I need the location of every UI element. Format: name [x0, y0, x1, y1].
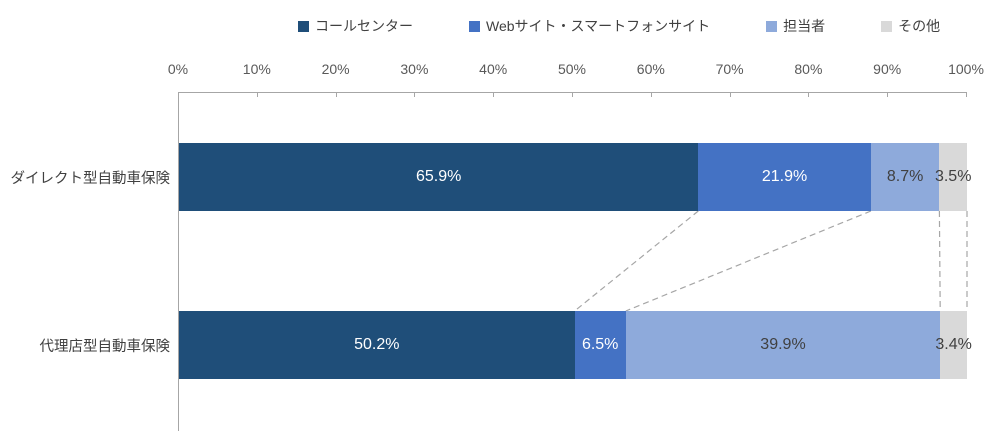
legend-swatch-icon — [881, 20, 893, 32]
x-axis-tick-label: 60% — [636, 61, 665, 77]
legend-label: その他 — [898, 18, 941, 34]
x-axis-tickmark — [650, 93, 652, 97]
x-axis-tickmark — [887, 93, 889, 97]
x-axis-tickmark — [335, 93, 337, 97]
legend-label: Webサイト・スマートフォンサイト — [486, 18, 711, 34]
x-axis-tick-label: 90% — [873, 61, 902, 77]
x-axis-tickmark — [178, 93, 179, 97]
bar-segment: 3.5% — [935, 143, 971, 211]
legend-item: 担当者 — [766, 16, 825, 36]
x-axis-tick-label: 70% — [715, 61, 744, 77]
segment-value-label: 21.9% — [761, 168, 808, 185]
bar-segment: 21.9% — [698, 143, 871, 211]
legend-item: その他 — [881, 16, 940, 36]
segment-value-label: 39.9% — [760, 336, 806, 353]
segment-value-label: 3.4% — [935, 336, 972, 353]
x-axis-tickmark — [414, 93, 416, 97]
legend-swatch-icon — [469, 20, 480, 32]
x-axis-tick-label: 40% — [479, 61, 508, 77]
x-axis-tick-label: 50% — [557, 61, 587, 77]
plot-area: 65.9% 21.9% 8.7% 3.5% 50.2% 6.5% 39.9% 3.4% — [178, 92, 972, 431]
x-axis-tickmark — [729, 93, 731, 97]
x-axis-tick-label: 20% — [321, 61, 350, 77]
connector-dashed-line — [938, 210, 941, 312]
bar-direct-insurance: 65.9% 21.9% 8.7% 3.5% — [179, 143, 971, 211]
x-axis-tickmark — [572, 93, 573, 97]
bar-agency-insurance: 50.2% 6.5% 39.9% 3.4% — [179, 311, 972, 379]
bar-segment: 39.9% — [625, 311, 941, 379]
segment-value-label: 8.7% — [886, 168, 924, 185]
x-axis-tick-label: 80% — [794, 61, 823, 77]
segment-value-label: 3.5% — [934, 168, 972, 185]
bar-segment: 8.7% — [870, 143, 940, 211]
segment-value-label: 50.2% — [354, 336, 400, 353]
legend-label: 担当者 — [783, 18, 826, 34]
x-axis-tick-labels: 0% 10% 20% 30% 40% 50% 60% 70% 80% 90% 100% — [168, 61, 984, 79]
segment-value-label: 6.5% — [581, 336, 619, 353]
chart-legend: コールセンター Webサイト・スマートフォンサイト 担当者 その他 — [298, 16, 940, 36]
x-axis-tick-label: 30% — [400, 61, 429, 77]
bar-segment: 6.5% — [574, 311, 626, 379]
legend-swatch-icon — [298, 20, 309, 32]
legend-item: Webサイト・スマートフォンサイト — [469, 16, 710, 36]
bar-segment: 65.9% — [179, 143, 699, 211]
bar-segment: 50.2% — [179, 311, 575, 379]
x-axis-tickmark — [966, 93, 967, 97]
connector-dashed-line — [574, 210, 699, 312]
bar-segment: 3.4% — [935, 311, 972, 379]
x-axis-tickmark — [256, 93, 258, 97]
connector-dashed-line — [625, 210, 872, 312]
legend-item: コールセンター — [298, 16, 413, 36]
x-axis-tickmark — [808, 93, 810, 97]
x-axis-tick-label: 100% — [948, 61, 984, 77]
x-axis-tick-label: 0% — [167, 61, 189, 77]
connector-lines — [574, 210, 968, 312]
category-label: 代理店型自動車保険 — [39, 339, 171, 355]
segment-value-label: 65.9% — [415, 168, 462, 185]
legend-swatch-icon — [766, 20, 778, 32]
x-axis-tickmark — [493, 93, 495, 97]
category-label: ダイレクト型自動車保険 — [10, 171, 171, 187]
x-axis-tick-label: 10% — [242, 61, 271, 77]
legend-label: コールセンター — [315, 18, 413, 34]
